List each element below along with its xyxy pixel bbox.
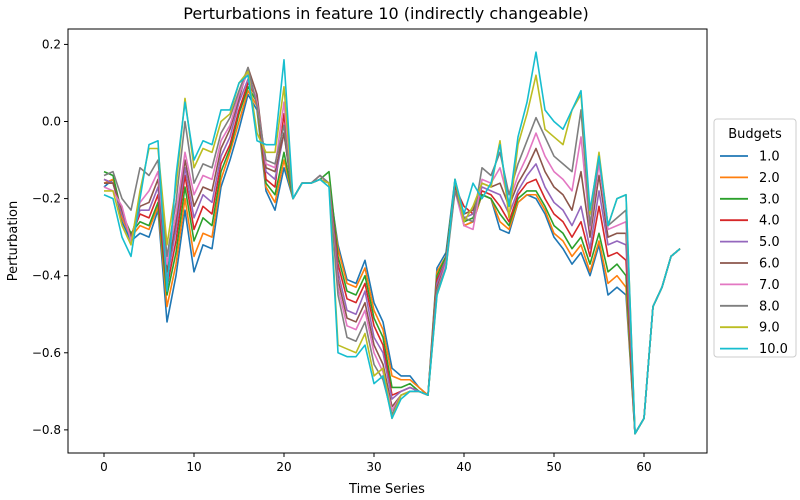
x-tick-label: 30 (366, 460, 381, 474)
legend-label-6.0: 6.0 (759, 257, 780, 272)
y-tick-label: −0.2 (32, 192, 61, 206)
legend-label-5.0: 5.0 (759, 235, 780, 250)
legend-label-4.0: 4.0 (759, 214, 780, 229)
series-layer (103, 51, 681, 435)
x-tick-label: 20 (276, 460, 291, 474)
series-line-2.0 (103, 89, 681, 435)
series-line-1.0 (103, 93, 681, 435)
legend-label-7.0: 7.0 (759, 278, 780, 293)
legend-label-9.0: 9.0 (759, 321, 780, 336)
y-tick-label: −0.4 (32, 269, 61, 283)
legend-box (713, 118, 797, 358)
chart-title: Perturbations in feature 10 (indirectly … (183, 4, 588, 23)
legend-items: 1.0 2.0 3.0 4.0 5.0 6.0 7.0 8.0 9.0 10.0 (720, 150, 788, 357)
y-tick-label: −0.6 (32, 346, 61, 360)
y-tick-label: 0.0 (42, 115, 61, 129)
series-line-7.0 (103, 70, 681, 435)
x-tick-label: 0 (100, 460, 108, 474)
series-line-10.0 (103, 51, 681, 435)
series-line-3.0 (103, 86, 681, 435)
plot-frame (67, 28, 708, 454)
x-tick-label: 40 (456, 460, 471, 474)
legend-label-1.0: 1.0 (759, 150, 780, 165)
legend: Budgets 1.0 2.0 3.0 4.0 5.0 6.0 7.0 8.0 9.0 10.0 (713, 118, 797, 358)
legend-label-10.0: 10.0 (759, 342, 788, 357)
legend-label-3.0: 3.0 (759, 192, 780, 207)
y-tick-label: 0.2 (42, 37, 61, 51)
series-line-5.0 (103, 78, 681, 435)
x-axis: 0 10 20 30 40 50 60 (100, 453, 652, 474)
x-tick-label: 60 (636, 460, 651, 474)
y-axis-label: Perturbation (6, 201, 21, 282)
series-line-6.0 (104, 66, 681, 435)
x-axis-label: Time Series (348, 482, 425, 497)
x-tick-label: 50 (546, 460, 561, 474)
y-axis: −0.8 −0.6 −0.4 −0.2 0.0 0.2 (32, 37, 68, 437)
legend-label-8.0: 8.0 (759, 299, 780, 314)
x-tick-label: 10 (186, 460, 201, 474)
legend-title: Budgets (728, 127, 782, 142)
legend-label-2.0: 2.0 (759, 171, 780, 186)
y-tick-label: −0.8 (32, 423, 61, 437)
